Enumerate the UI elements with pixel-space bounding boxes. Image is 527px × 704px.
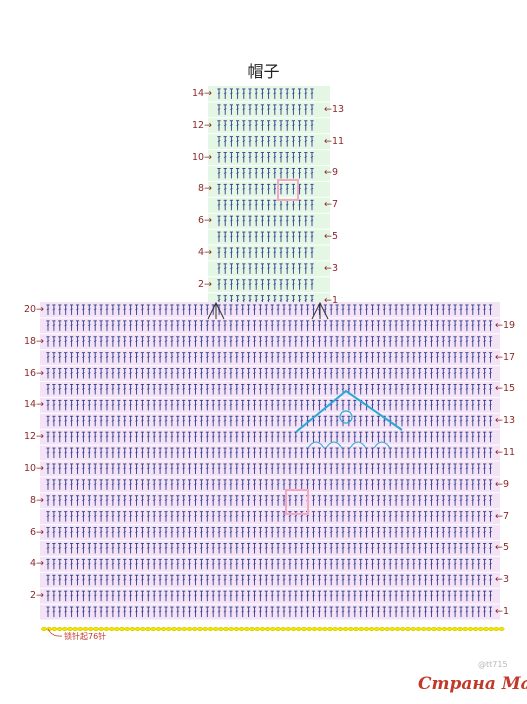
chart-canvas bbox=[0, 0, 527, 700]
crochet-chart: 帽子 锁针起76针 @tt715 Страна Мам 14→12→10→8→6… bbox=[0, 0, 527, 700]
